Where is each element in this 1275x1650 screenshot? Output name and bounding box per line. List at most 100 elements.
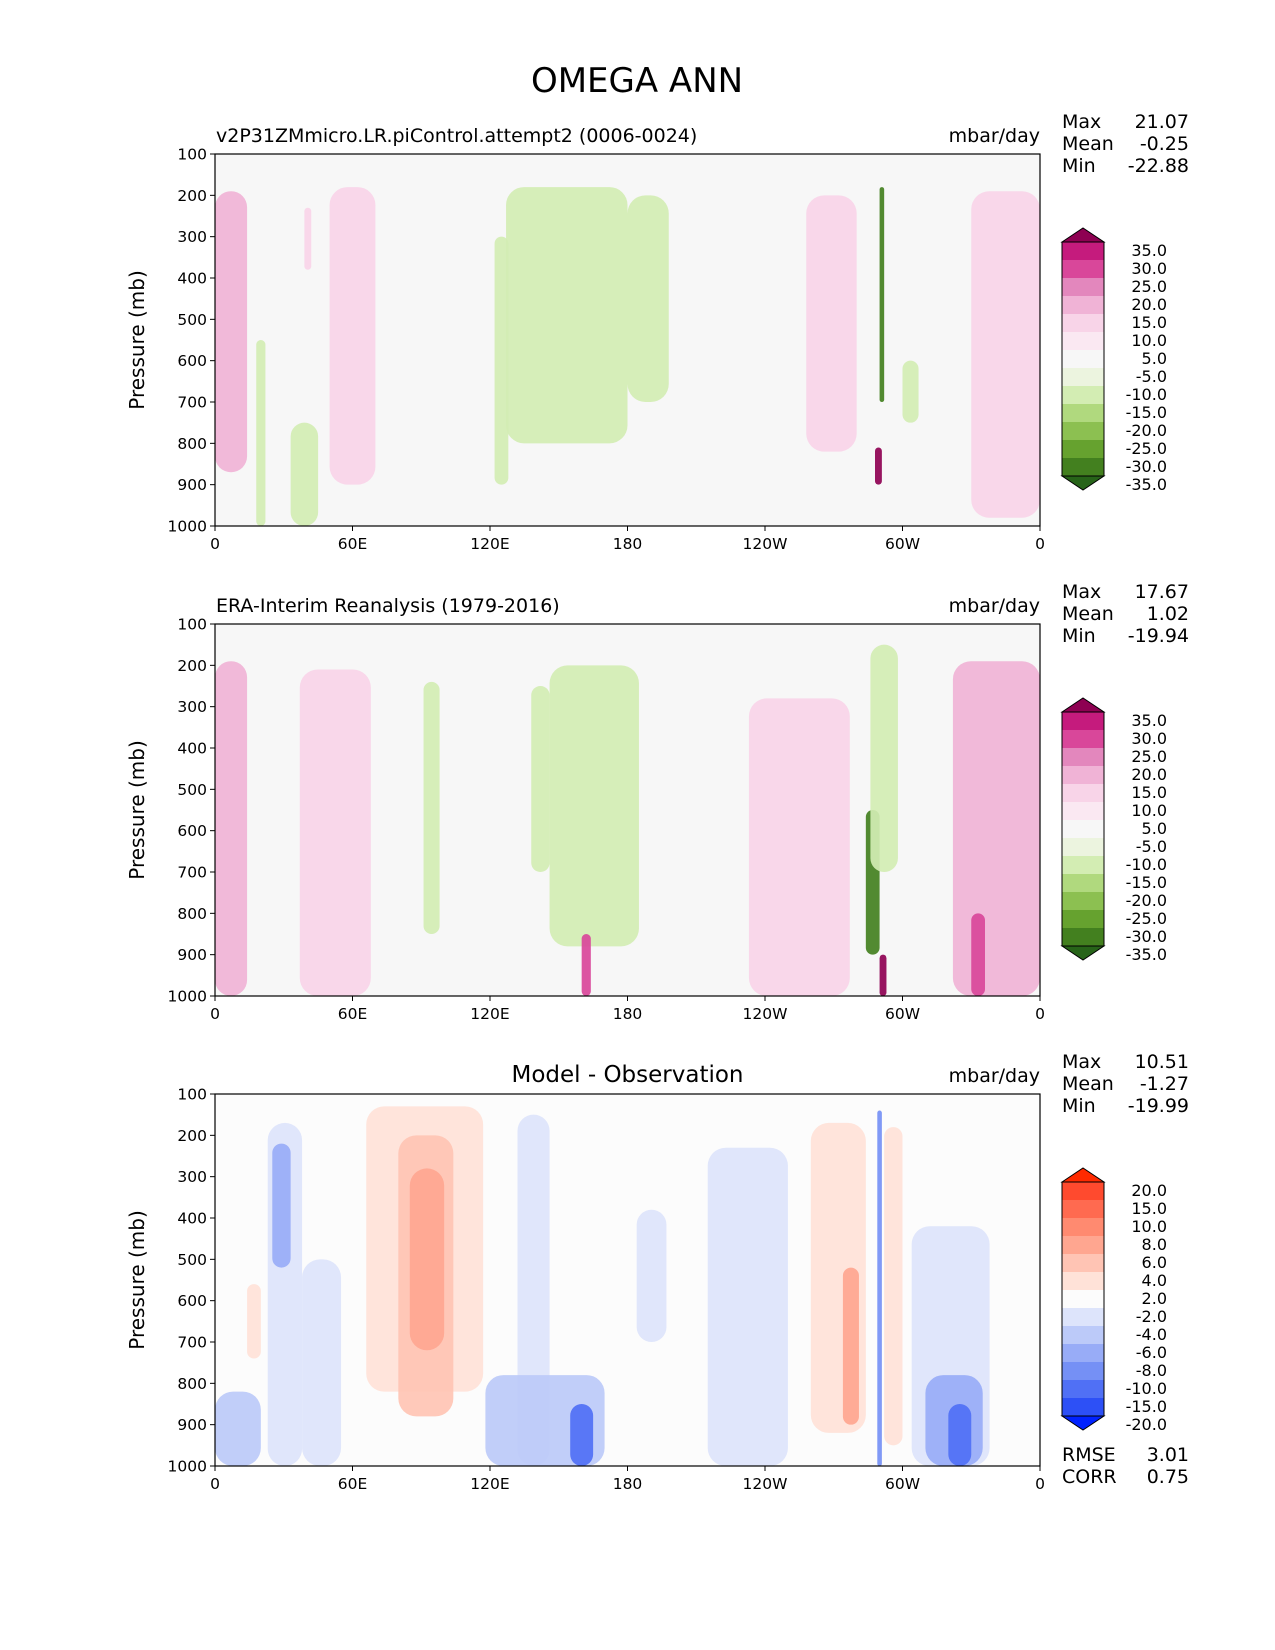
- stat-max-label: Max: [1062, 1051, 1101, 1073]
- colorbar-extend-top: [1060, 227, 1106, 243]
- stat-mean-label: Mean: [1062, 1073, 1114, 1095]
- colorbar-frame: [1061, 241, 1105, 477]
- colorbar-segment: [1062, 748, 1104, 767]
- contour-region-4: [506, 187, 628, 444]
- colorbar-segment: [1062, 1254, 1104, 1273]
- colorbar-label: 5.0: [1142, 819, 1167, 838]
- colorbar-label: -15.0: [1126, 403, 1167, 422]
- y-tick-label: 1000: [168, 518, 207, 536]
- stat-mean-value: -1.27: [1140, 1073, 1189, 1095]
- y-tick-label: 400: [177, 270, 207, 288]
- stat-min-label: Min: [1062, 1095, 1096, 1117]
- colorbar: 35.030.025.020.015.010.05.0-5.0-10.0-15.…: [1060, 227, 1167, 494]
- y-tick-label: 200: [177, 657, 207, 675]
- colorbar-label: -35.0: [1126, 945, 1167, 964]
- panel-title: Model - Observation: [511, 1062, 743, 1088]
- units-label: mbar/day: [949, 1065, 1040, 1087]
- x-tick-label: 180: [613, 535, 643, 553]
- colorbar-label: -15.0: [1126, 873, 1167, 892]
- y-tick-label: 300: [177, 698, 207, 716]
- x-tick-label: 60W: [885, 1475, 920, 1493]
- y-tick-label: 100: [177, 146, 207, 164]
- contour-region-10: [636, 1209, 667, 1342]
- contour-region-7: [806, 195, 857, 452]
- colorbar-segment: [1062, 422, 1104, 441]
- contour-field: [215, 187, 1040, 526]
- colorbar-label: 25.0: [1131, 277, 1167, 296]
- colorbar-segment: [1062, 1290, 1104, 1309]
- contour-region-14: [877, 1110, 882, 1466]
- y-tick-label: 400: [177, 740, 207, 758]
- x-tick-label: 120W: [743, 535, 788, 553]
- colorbar-segment: [1062, 1326, 1104, 1345]
- panel-title: ERA-Interim Reanalysis (1979-2016): [216, 595, 560, 617]
- colorbar: 20.015.010.08.06.04.02.0-2.0-4.0-6.0-8.0…: [1060, 1167, 1167, 1434]
- stat-min-value: -19.99: [1128, 1095, 1189, 1117]
- panel-reference: ERA-Interim Reanalysis (1979-2016) mbar/d…: [125, 581, 1189, 1023]
- y-tick-label: 800: [177, 1375, 207, 1393]
- contour-region-18: [948, 1404, 972, 1466]
- y-tick-label: 700: [177, 864, 207, 882]
- colorbar-segment: [1062, 242, 1104, 261]
- contour-region-11: [581, 934, 591, 996]
- x-tick-label: 60W: [885, 1005, 920, 1023]
- contour-region-5: [627, 195, 669, 402]
- y-tick-label: 100: [177, 1086, 207, 1104]
- contour-region-3: [304, 207, 312, 270]
- x-tick-label: 0: [210, 1475, 220, 1493]
- colorbar-segment: [1062, 386, 1104, 405]
- contour-region-8: [870, 644, 898, 872]
- stat-max-value: 17.67: [1135, 581, 1189, 603]
- colorbar-label: -35.0: [1126, 475, 1167, 494]
- colorbar-label: -10.0: [1126, 855, 1167, 874]
- colorbar-segment: [1062, 856, 1104, 875]
- contour-region-10: [971, 913, 985, 996]
- panels: v2P31ZMmicro.LR.piControl.attempt2 (0006…: [125, 111, 1189, 1493]
- colorbar-segment: [1062, 1398, 1104, 1417]
- contour-region-3: [423, 681, 440, 934]
- colorbar-label: -20.0: [1126, 421, 1167, 440]
- contour-region-13: [256, 340, 266, 526]
- y-tick-label: 700: [177, 394, 207, 412]
- stat-mean-label: Mean: [1062, 133, 1114, 155]
- colorbar-segment: [1062, 910, 1104, 929]
- colorbar-segment: [1062, 350, 1104, 369]
- colorbar-label: 35.0: [1131, 711, 1167, 730]
- contour-region-9: [570, 1404, 594, 1466]
- contour-region-20: [215, 1391, 261, 1466]
- colorbar-label: 6.0: [1142, 1253, 1167, 1272]
- colorbar-segment: [1062, 1236, 1104, 1255]
- contour-region-11: [707, 1147, 788, 1466]
- colorbar-extend-bottom: [1060, 1415, 1106, 1431]
- y-tick-label: 900: [177, 946, 207, 964]
- contour-region-6: [748, 698, 850, 996]
- colorbar-segment: [1062, 458, 1104, 477]
- contour-region-6: [409, 1168, 445, 1351]
- contour-region-2: [272, 1143, 291, 1268]
- colorbar-label: -30.0: [1126, 927, 1167, 946]
- colorbar-segment: [1062, 332, 1104, 351]
- colorbar-extend-bottom: [1060, 475, 1106, 491]
- colorbar-label: -2.0: [1136, 1307, 1167, 1326]
- y-tick-label: 600: [177, 352, 207, 370]
- colorbar-segment: [1062, 260, 1104, 279]
- stat-mean-value: 1.02: [1147, 603, 1189, 625]
- colorbar-label: 20.0: [1131, 765, 1167, 784]
- colorbar-label: 4.0: [1142, 1271, 1167, 1290]
- colorbar-segment: [1062, 712, 1104, 731]
- x-tick-label: 0: [210, 535, 220, 553]
- colorbar-frame: [1061, 1181, 1105, 1417]
- x-tick-label: 0: [1035, 1475, 1045, 1493]
- contour-region-1: [215, 661, 248, 996]
- colorbar-extend-bottom: [1060, 945, 1106, 961]
- colorbar-label: 30.0: [1131, 729, 1167, 748]
- x-tick-label: 120W: [743, 1005, 788, 1023]
- colorbar-label: 20.0: [1131, 1181, 1167, 1200]
- colorbar-label: 30.0: [1131, 259, 1167, 278]
- contour-region-10: [902, 360, 919, 423]
- stat-max-label: Max: [1062, 581, 1101, 603]
- colorbar-label: -4.0: [1136, 1325, 1167, 1344]
- y-tick-label: 900: [177, 1416, 207, 1434]
- units-label: mbar/day: [949, 595, 1040, 617]
- colorbar-label: 8.0: [1142, 1235, 1167, 1254]
